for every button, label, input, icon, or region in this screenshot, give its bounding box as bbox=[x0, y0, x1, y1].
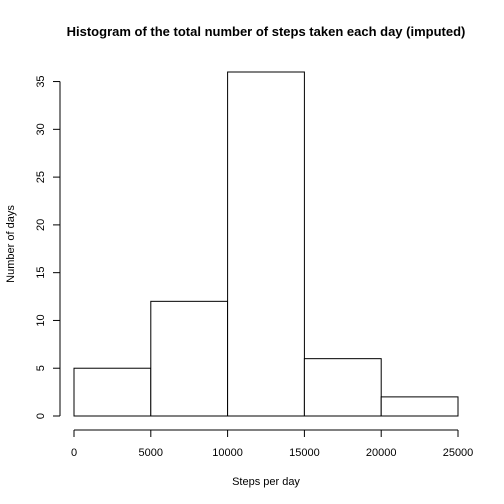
x-tick-label-0: 0 bbox=[71, 447, 77, 459]
histogram-bar-4 bbox=[380, 396, 459, 417]
y-tick-label-5: 5 bbox=[35, 365, 47, 371]
y-tick-label-20: 20 bbox=[35, 219, 47, 231]
y-tick-label-15: 15 bbox=[35, 267, 47, 279]
y-tick-label-25: 25 bbox=[35, 171, 47, 183]
x-axis-label: Steps per day bbox=[232, 476, 300, 488]
histogram-bar-1 bbox=[150, 300, 229, 417]
x-axis: 0 5000 10000 15000 20000 25000 bbox=[71, 429, 474, 459]
y-tick-label-35: 35 bbox=[35, 75, 47, 87]
x-tick-label-20000: 20000 bbox=[366, 447, 397, 459]
y-axis: 0 5 10 15 20 25 30 35 bbox=[35, 75, 61, 419]
y-tick-label-0: 0 bbox=[35, 413, 47, 419]
x-tick-label-25000: 25000 bbox=[443, 447, 474, 459]
x-tick-label-5000: 5000 bbox=[139, 447, 163, 459]
y-tick-label-30: 30 bbox=[35, 123, 47, 135]
histogram-bar-3 bbox=[303, 358, 382, 417]
histogram-bar-2 bbox=[227, 71, 305, 417]
y-tick-label-10: 10 bbox=[35, 314, 47, 326]
y-axis-label: Number of days bbox=[5, 205, 17, 283]
bars-group bbox=[73, 71, 459, 417]
chart-title: Histogram of the total number of steps t… bbox=[67, 24, 466, 39]
x-tick-label-10000: 10000 bbox=[212, 447, 243, 459]
histogram-bar-0 bbox=[73, 367, 152, 417]
x-tick-label-15000: 15000 bbox=[289, 447, 320, 459]
